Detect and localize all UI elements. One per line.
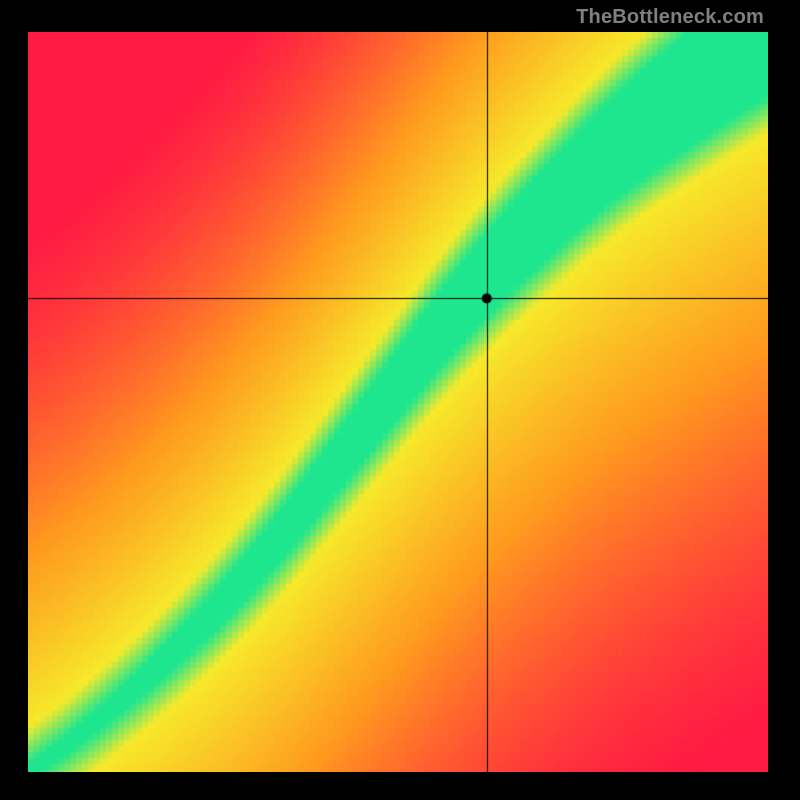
watermark-text: TheBottleneck.com	[576, 6, 764, 29]
heatmap-canvas	[28, 32, 768, 772]
chart-container: TheBottleneck.com	[0, 0, 800, 800]
bottleneck-heatmap	[28, 32, 768, 772]
